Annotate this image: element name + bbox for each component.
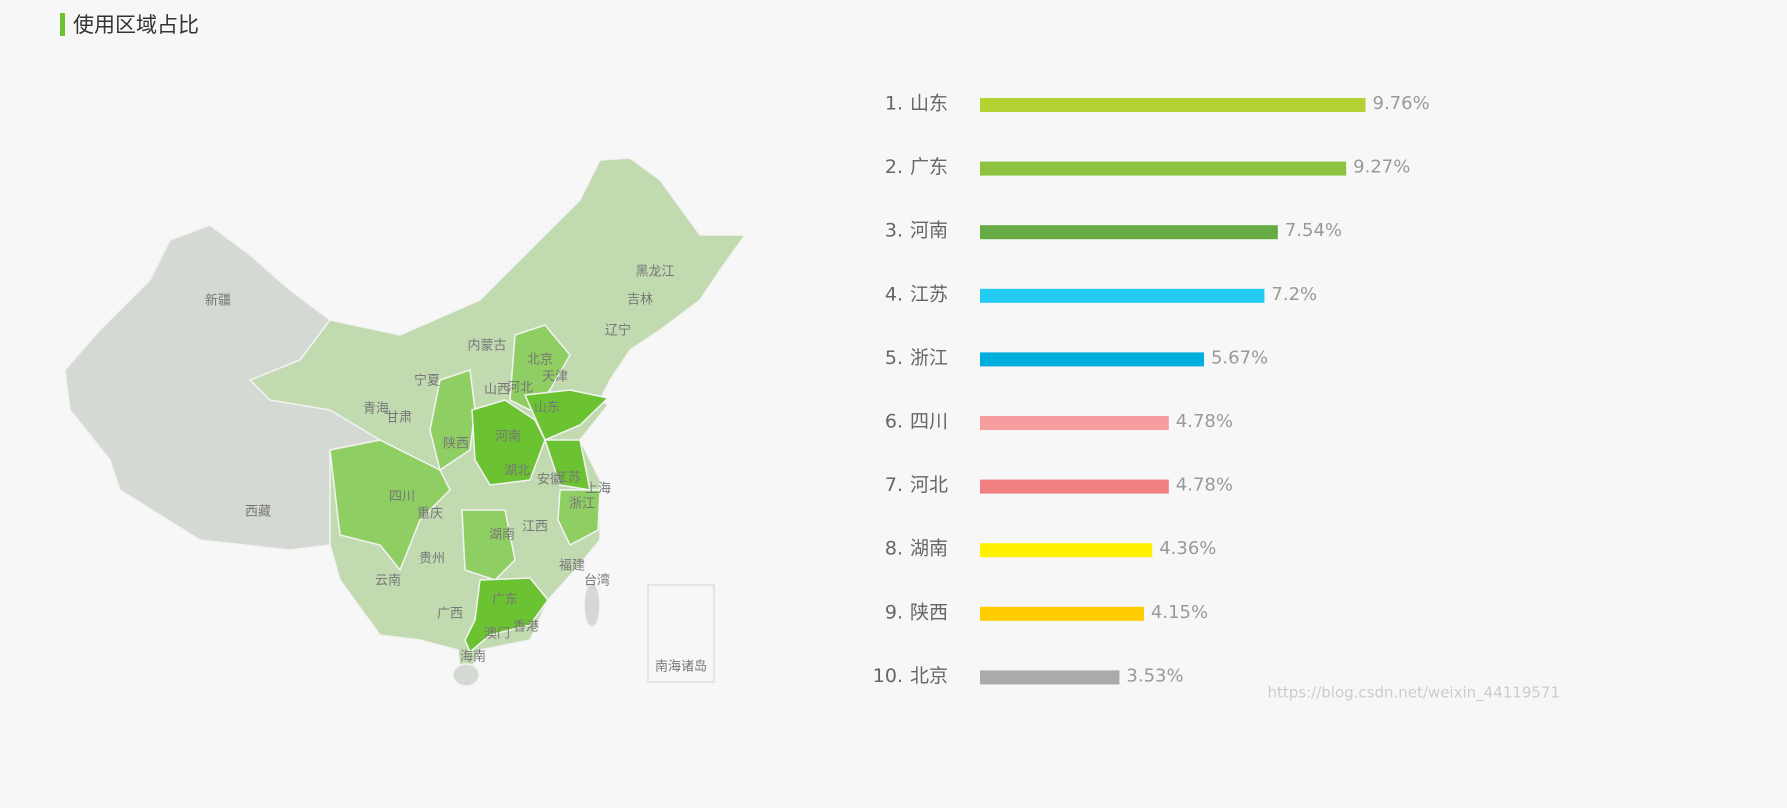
category-label: 江苏: [910, 283, 948, 305]
map-label: 辽宁: [605, 323, 631, 339]
map-label: 云南: [375, 573, 401, 589]
island: [583, 582, 601, 628]
bar: [980, 161, 1347, 176]
map-label: 江苏: [555, 470, 581, 486]
category-label: 陕西: [910, 601, 948, 623]
region: [471, 399, 546, 486]
map-label: 山东: [534, 401, 560, 416]
rank: 1.: [885, 93, 903, 115]
rank: 5.: [885, 347, 903, 369]
value-label: 9.76%: [1373, 93, 1430, 114]
watermark: https://blog.csdn.net/weixin_44119571: [1267, 684, 1560, 703]
map-label: 宁夏: [414, 373, 440, 389]
bar: [980, 288, 1265, 303]
value-label: 7.2%: [1271, 284, 1317, 305]
region: [461, 509, 516, 581]
region: [429, 368, 476, 472]
map-label: 南海诸岛: [655, 659, 707, 675]
bar: [980, 352, 1204, 367]
map-label: 陕西: [443, 437, 469, 452]
map-label: 台湾: [584, 573, 610, 589]
bar: [980, 479, 1169, 494]
map-label: 新疆: [205, 293, 231, 309]
map-label: 河北: [507, 381, 533, 396]
map-label: 浙江: [569, 497, 595, 512]
region: [557, 489, 601, 547]
map-label: 四川: [389, 490, 415, 505]
region: [509, 324, 571, 411]
bar: [980, 543, 1153, 558]
map-label: 吉林: [627, 293, 653, 308]
rank: 9.: [885, 601, 903, 623]
map-label: 山西: [484, 383, 510, 398]
map-label: 江西: [522, 520, 548, 535]
value-label: 7.54%: [1285, 220, 1342, 241]
rank: 8.: [885, 538, 903, 560]
category-label: 浙江: [910, 347, 948, 369]
map-label: 青海: [363, 402, 389, 417]
map-label: 河南: [495, 429, 521, 445]
category-label: 四川: [910, 411, 948, 433]
value-label: 4.78%: [1176, 475, 1233, 496]
map-label: 湖南: [489, 527, 515, 543]
map-label: 上海: [585, 482, 611, 497]
map: [64, 157, 747, 693]
category-label: 湖南: [910, 538, 948, 560]
map-label: 福建: [559, 559, 585, 574]
ranking: 1. 山东 9.76% 2. 广东 9.27% 3. 河南 7.54% 4. 江苏 7.2% 5. 浙江 5…: [873, 93, 1430, 687]
bar: [980, 225, 1278, 240]
value-label: 4.15%: [1151, 602, 1208, 623]
bar: [980, 606, 1144, 621]
rank: 10.: [873, 665, 903, 687]
rank: 4.: [885, 283, 903, 305]
rank: 7.: [885, 474, 903, 496]
map-label: 广东: [492, 593, 518, 608]
rank: 3.: [885, 220, 903, 242]
region: [464, 577, 549, 654]
map-label: 北京: [527, 353, 553, 368]
map-label: 甘肃: [386, 411, 412, 426]
value-label: 9.27%: [1353, 157, 1410, 178]
title: 使用区域占比: [73, 13, 199, 37]
rank: 2.: [885, 156, 903, 178]
category-label: 河南: [910, 220, 948, 242]
island: [452, 663, 480, 687]
category-label: 河北: [910, 474, 948, 496]
bar: [980, 416, 1169, 430]
map-label: 海南: [460, 649, 486, 665]
map-label: 湖北: [504, 464, 530, 479]
map-label: 贵州: [419, 552, 445, 567]
map-label: 安徽: [537, 473, 563, 488]
map-label: 天津: [542, 370, 568, 385]
value-label: 3.53%: [1126, 665, 1183, 686]
islands-box: [647, 584, 715, 683]
value-label: 5.67%: [1211, 347, 1268, 368]
bar: [980, 670, 1120, 685]
value-label: 4.78%: [1176, 411, 1233, 432]
map-label: 西藏: [245, 505, 271, 520]
map-label: 广西: [437, 607, 463, 622]
title-accent: [60, 13, 65, 36]
map-label: 黑龙江: [635, 265, 674, 280]
category-label: 广东: [910, 156, 948, 178]
west-region: [64, 224, 383, 551]
map-label: 内蒙古: [467, 338, 506, 354]
category-label: 山东: [910, 93, 948, 115]
map-label: 澳门: [484, 626, 510, 642]
region: [329, 439, 451, 572]
rank: 6.: [885, 411, 903, 433]
bar: [980, 98, 1366, 112]
value-label: 4.36%: [1159, 538, 1216, 559]
category-label: 北京: [910, 665, 948, 687]
map-label: 香港: [513, 620, 539, 635]
map-label: 重庆: [417, 506, 443, 522]
